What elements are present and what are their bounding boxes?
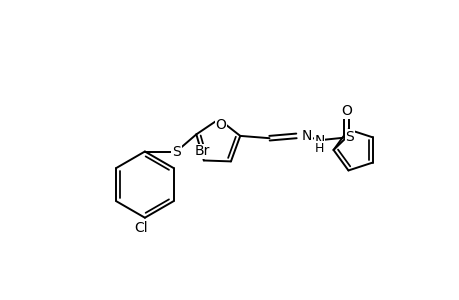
Text: S: S: [172, 145, 180, 158]
Text: S: S: [345, 130, 353, 144]
Text: O: O: [215, 118, 226, 132]
Text: Br: Br: [194, 144, 209, 158]
Text: O: O: [340, 104, 351, 118]
Text: N: N: [301, 129, 312, 143]
Text: Cl: Cl: [134, 221, 147, 236]
Text: H: H: [314, 142, 324, 155]
Text: N: N: [313, 134, 324, 148]
